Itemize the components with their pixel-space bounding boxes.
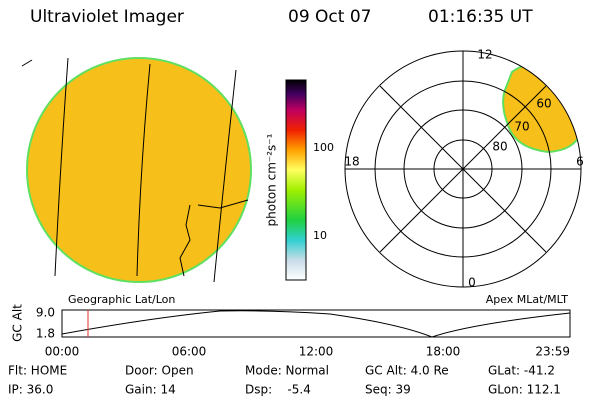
status-field: Mode: Normal xyxy=(245,364,329,378)
colorbar-tick: 100 xyxy=(313,141,334,154)
altitude-xtick: 18:00 xyxy=(426,345,461,359)
polar-plot: 12 18 6 0 60 70 80 xyxy=(344,48,583,290)
colorbar-scale xyxy=(285,79,307,281)
status-field: Door: Open xyxy=(125,364,194,378)
altitude-ytick: 9.0 xyxy=(36,306,55,320)
status-field: GLat: -41.2 xyxy=(488,364,555,378)
mlt-label: 6 xyxy=(576,155,584,169)
colorbar-label: photon cm⁻²s⁻¹ xyxy=(265,133,279,226)
polar-grid xyxy=(344,50,582,288)
lat-label: 70 xyxy=(514,120,529,134)
altitude-frame xyxy=(61,309,571,338)
colorbar: 100 10 photon cm⁻²s⁻¹ xyxy=(265,79,334,281)
caption-right: Apex MLat/MLT xyxy=(486,293,569,306)
altitude-curve xyxy=(61,310,571,338)
status-field: Gain: 14 xyxy=(125,383,176,397)
altitude-ylabel: GC Alt xyxy=(11,304,25,342)
title: Ultraviolet Imager xyxy=(30,7,184,27)
altitude-plot: GC Alt 9.0 1.8 00:00 06:00 12:00 18:00 2… xyxy=(11,304,571,359)
meridians xyxy=(21,57,249,283)
mlt-label: 18 xyxy=(344,155,359,169)
altitude-xtick: 12:00 xyxy=(299,345,334,359)
colorbar-tick: 10 xyxy=(313,229,327,242)
lat-label: 80 xyxy=(492,140,507,154)
status-field: Dsp: -5.4 xyxy=(245,383,311,397)
header: Ultraviolet Imager 09 Oct 07 01:16:35 UT xyxy=(30,7,533,27)
footer: Flt: HOME Door: Open Mode: Normal GC Alt… xyxy=(8,364,561,397)
altitude-ytick: 1.8 xyxy=(36,327,55,341)
status-field: IP: 36.0 xyxy=(8,383,53,397)
mlt-label: 12 xyxy=(477,48,492,62)
altitude-xtick: 00:00 xyxy=(45,345,80,359)
time: 01:16:35 UT xyxy=(428,7,533,27)
lat-label: 60 xyxy=(536,97,551,111)
altitude-xtick: 06:00 xyxy=(172,345,207,359)
mlt-label: 0 xyxy=(468,276,476,290)
caption-left: Geographic Lat/Lon xyxy=(68,293,175,306)
status-field: GLon: 112.1 xyxy=(488,383,561,397)
date: 09 Oct 07 xyxy=(288,7,371,27)
image-disk xyxy=(21,57,252,283)
disk xyxy=(26,57,252,283)
status-field: GC Alt: 4.0 Re xyxy=(365,364,449,378)
status-field: Flt: HOME xyxy=(8,364,67,378)
altitude-xtick: 23:59 xyxy=(535,345,570,359)
status-field: Seq: 39 xyxy=(365,383,411,397)
